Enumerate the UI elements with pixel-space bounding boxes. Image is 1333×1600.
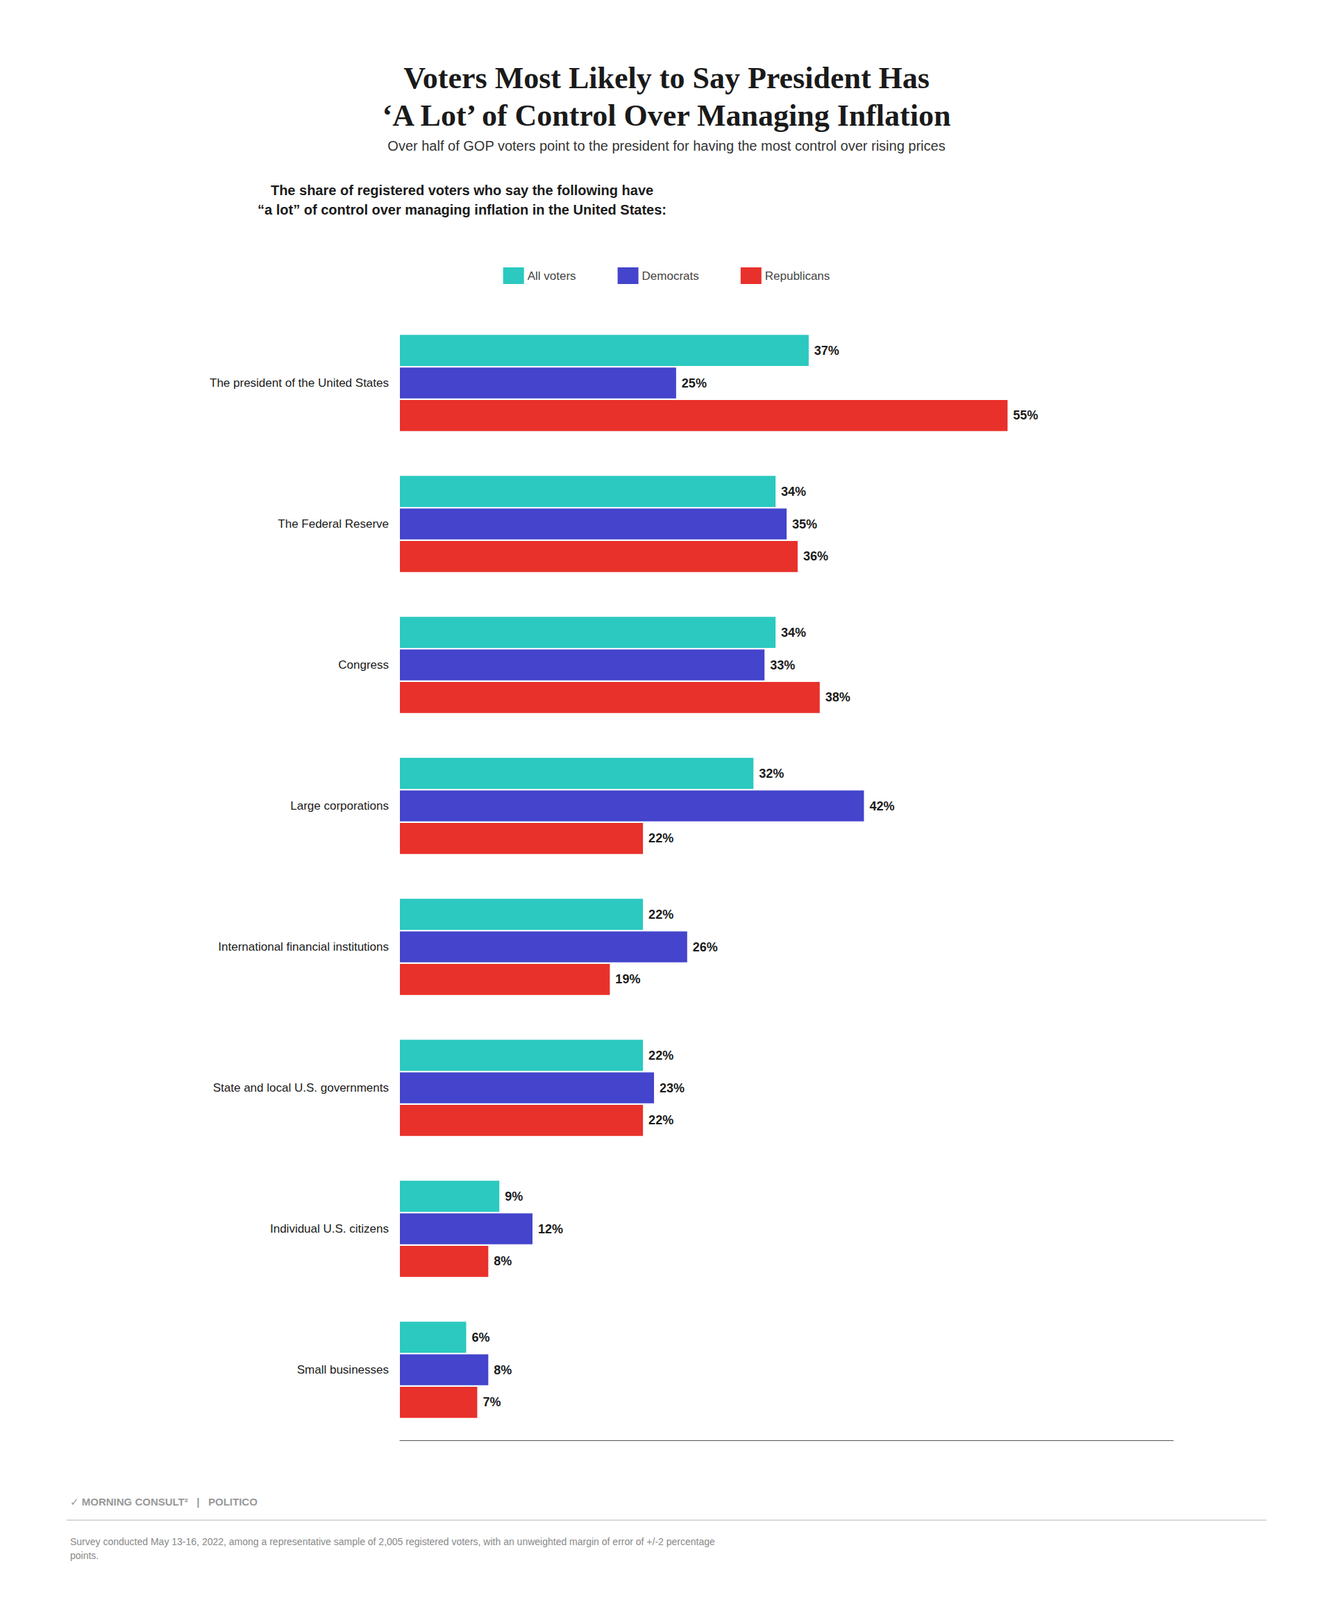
svg-text:The president of the United St: The president of the United States xyxy=(209,376,389,390)
svg-text:33%: 33% xyxy=(769,658,795,673)
svg-text:Democrats: Democrats xyxy=(642,269,700,283)
svg-text:Voters Most Likely to Say Pres: Voters Most Likely to Say President Has xyxy=(403,61,930,96)
svg-text:9%: 9% xyxy=(504,1189,523,1204)
svg-text:7%: 7% xyxy=(482,1394,501,1409)
svg-text:36%: 36% xyxy=(803,549,829,564)
svg-text:6%: 6% xyxy=(471,1330,490,1345)
svg-text:22%: 22% xyxy=(648,907,674,922)
svg-text:8%: 8% xyxy=(493,1253,512,1268)
svg-text:✓ MORNING CONSULT² | POLIT: ✓ MORNING CONSULT² | POLITICO xyxy=(70,1495,258,1508)
svg-text:Small businesses: Small businesses xyxy=(297,1362,389,1377)
svg-text:“a lot” of control over managi: “a lot” of control over managing inflati… xyxy=(257,202,667,218)
svg-text:38%: 38% xyxy=(825,690,851,704)
svg-text:Survey conducted May 13-16, 20: Survey conducted May 13-16, 2022, among … xyxy=(70,1535,716,1547)
svg-text:42%: 42% xyxy=(869,799,895,813)
svg-text:22%: 22% xyxy=(648,1112,674,1127)
svg-text:22%: 22% xyxy=(648,1048,674,1063)
svg-text:34%: 34% xyxy=(781,625,807,640)
svg-text:State and local U.S. governmen: State and local U.S. governments xyxy=(213,1080,389,1095)
svg-text:Congress: Congress xyxy=(338,658,389,672)
svg-text:55%: 55% xyxy=(1012,408,1038,423)
svg-text:34%: 34% xyxy=(781,484,807,499)
svg-text:19%: 19% xyxy=(615,971,641,986)
svg-text:26%: 26% xyxy=(692,940,718,954)
svg-text:Individual U.S. citizens: Individual U.S. citizens xyxy=(270,1221,389,1236)
svg-text:35%: 35% xyxy=(792,517,818,532)
svg-text:The share of registered voters: The share of registered voters who say t… xyxy=(270,182,654,198)
svg-text:8%: 8% xyxy=(493,1362,512,1377)
svg-text:International financial instit: International financial institutions xyxy=(218,940,389,954)
svg-text:Large corporations: Large corporations xyxy=(290,799,389,813)
svg-text:22%: 22% xyxy=(648,831,674,845)
svg-text:Over half of GOP voters point: Over half of GOP voters point to the pre… xyxy=(387,138,945,154)
svg-text:All voters: All voters xyxy=(527,269,577,283)
svg-text:25%: 25% xyxy=(681,376,707,391)
svg-text:Republicans: Republicans xyxy=(765,269,831,283)
svg-text:23%: 23% xyxy=(659,1080,685,1095)
svg-text:‘A Lot’ of Control Over Managi: ‘A Lot’ of Control Over Managing Inflati… xyxy=(382,98,952,133)
svg-text:The Federal Reserve: The Federal Reserve xyxy=(277,517,389,531)
svg-text:32%: 32% xyxy=(758,766,784,781)
svg-text:points.: points. xyxy=(70,1549,99,1561)
svg-text:37%: 37% xyxy=(814,343,840,358)
svg-text:12%: 12% xyxy=(538,1221,564,1236)
